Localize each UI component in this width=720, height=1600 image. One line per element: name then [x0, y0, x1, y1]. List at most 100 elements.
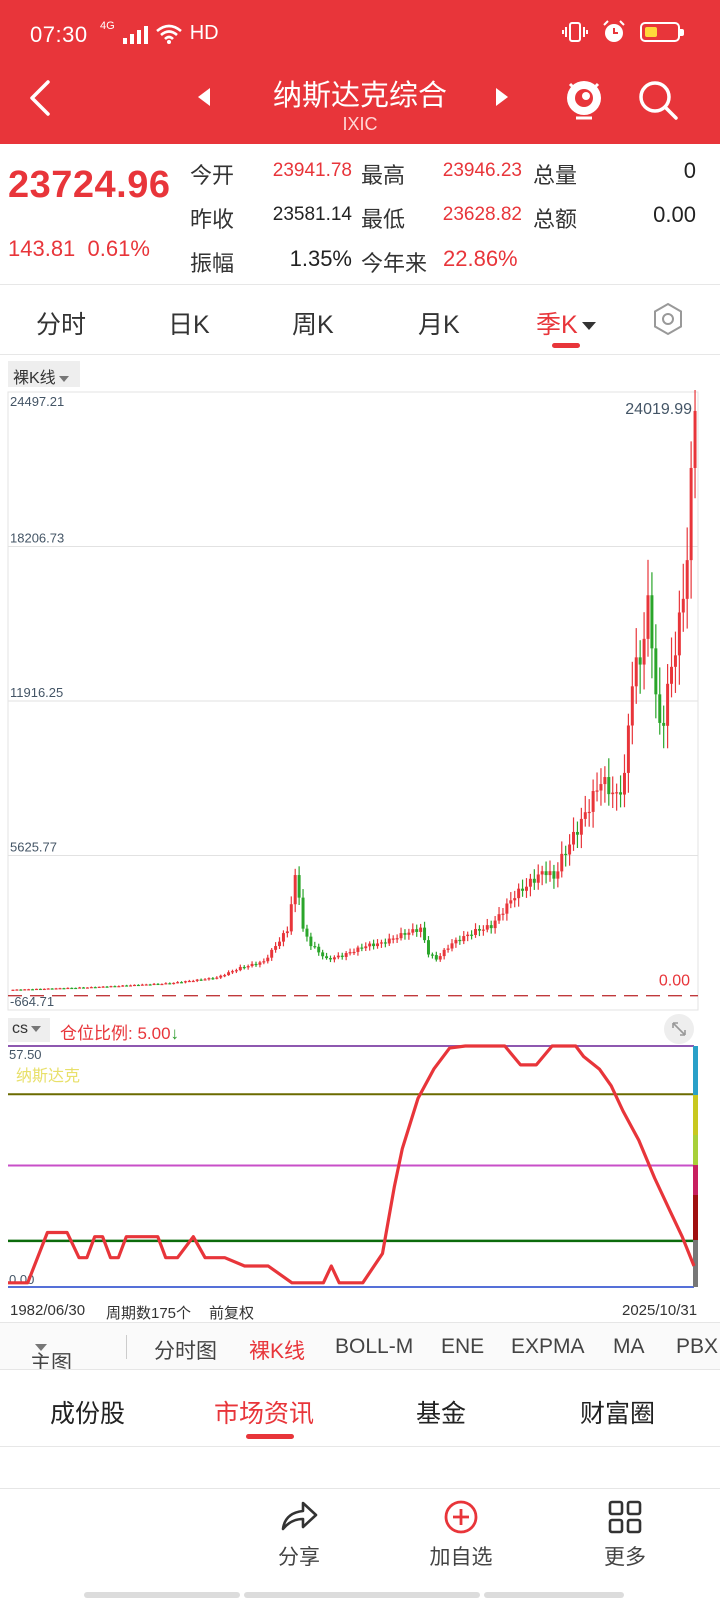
divider — [0, 284, 720, 285]
candle-body — [46, 988, 50, 990]
main-chart-selector[interactable]: 主图 — [30, 1335, 72, 1369]
candlestick — [579, 807, 583, 849]
assistant-robot-icon[interactable] — [562, 74, 606, 122]
overlay-series-label: 纳斯达克 — [16, 1068, 81, 1085]
candle-body — [379, 942, 383, 944]
tab-funds[interactable]: 基金 — [416, 1400, 467, 1428]
candlestick — [183, 980, 187, 984]
chart-grid — [7, 391, 699, 1011]
candlestick — [176, 981, 180, 984]
candlestick — [387, 933, 391, 946]
kline-type-dropdown[interactable]: 裸K线 — [8, 361, 80, 387]
tab-constituents[interactable]: 成份股 — [50, 1400, 126, 1428]
candle-body — [481, 929, 485, 931]
candlestick — [199, 978, 203, 981]
tab-wealth-circle[interactable]: 财富圈 — [580, 1400, 656, 1428]
position-ratio: 仓位比例: 5.00↓ — [60, 1019, 179, 1044]
indicator-ene[interactable]: ENE — [441, 1335, 485, 1358]
prev-close-label: 昨收 — [190, 207, 235, 232]
search-icon[interactable] — [636, 78, 680, 122]
candlestick — [325, 952, 329, 960]
candlestick — [89, 986, 93, 989]
more-button[interactable]: 更多 — [580, 1499, 670, 1571]
candle-body — [466, 934, 470, 937]
status-bar: 07:30 4G HD — [0, 0, 720, 64]
candle-body — [517, 888, 521, 899]
tab-market-news[interactable]: 市场资讯 — [214, 1400, 315, 1428]
candlestick — [293, 868, 297, 913]
candle-body — [164, 983, 168, 985]
candle-body — [501, 913, 505, 915]
candlestick-series — [11, 390, 697, 991]
settings-hexagon-icon[interactable] — [650, 301, 686, 337]
indicator-intraday[interactable]: 分时图 — [154, 1340, 217, 1363]
candlestick — [626, 713, 630, 793]
candlestick — [19, 989, 23, 991]
expand-icon[interactable] — [664, 1014, 694, 1044]
candle-body — [328, 958, 332, 960]
candle-body — [121, 985, 125, 987]
candlestick — [415, 924, 419, 937]
candle-body — [446, 948, 450, 950]
candlestick — [521, 879, 525, 897]
candle-body — [148, 984, 152, 986]
candlestick — [187, 979, 191, 983]
y-tick-label: 18206.73 — [10, 531, 64, 546]
start-date: 1982/06/30 — [10, 1302, 86, 1319]
candle-body — [434, 955, 438, 960]
candlestick — [560, 841, 564, 878]
candle-body — [376, 943, 380, 947]
candlestick — [15, 989, 19, 991]
tab-intraday[interactable]: 分时 — [36, 311, 87, 339]
tab-quarterly-k[interactable]: 季K — [536, 305, 596, 341]
candlestick — [250, 961, 254, 968]
add-circle-icon — [444, 1500, 478, 1534]
candlestick — [274, 942, 278, 953]
vibrate-icon — [562, 22, 588, 42]
candlestick — [117, 985, 121, 988]
candle-body — [352, 951, 356, 954]
share-button[interactable]: 分享 — [254, 1499, 344, 1571]
candle-body — [58, 988, 62, 990]
indicator-expma[interactable]: EXPMA — [511, 1335, 585, 1358]
candle-body — [681, 598, 685, 613]
indicator-pbx[interactable]: PBX — [676, 1335, 719, 1358]
candlestick — [379, 939, 383, 948]
candle-body — [215, 977, 219, 979]
candle-body — [626, 725, 630, 773]
add-watchlist-button[interactable]: 加自选 — [416, 1499, 506, 1571]
candlestick — [227, 970, 231, 976]
candle-body — [180, 982, 184, 984]
indicator-ma[interactable]: MA — [613, 1335, 645, 1358]
candlestick — [97, 986, 101, 989]
tab-daily-k[interactable]: 日K — [168, 311, 210, 339]
candle-body — [560, 853, 564, 872]
candlestick — [328, 955, 332, 963]
candlestick — [681, 563, 685, 632]
candlestick — [481, 925, 485, 936]
candle-body — [387, 938, 391, 944]
candlestick — [583, 795, 587, 827]
candlestick — [121, 984, 125, 987]
previous-index-arrow[interactable] — [198, 88, 210, 106]
back-arrow-icon[interactable] — [22, 78, 62, 118]
candle-body — [556, 871, 560, 879]
indicator-boll-m[interactable]: BOLL-M — [335, 1335, 414, 1358]
next-index-arrow[interactable] — [496, 88, 508, 106]
candle-body — [93, 987, 97, 989]
candle-body — [485, 925, 489, 930]
indicator-dropdown[interactable]: cs — [8, 1018, 50, 1042]
tab-weekly-k[interactable]: 周K — [292, 311, 334, 339]
indicator-naked-k[interactable]: 裸K线 — [249, 1340, 306, 1363]
candlestick — [301, 889, 305, 932]
chart-area[interactable]: 24497.21 18206.73 11916.25 5625.77 -664.71 0.… — [0, 390, 720, 1300]
candlestick — [438, 953, 442, 962]
candlestick — [615, 783, 619, 811]
candlestick — [105, 985, 109, 988]
candle-body — [383, 942, 387, 944]
wifi-icon — [155, 24, 182, 44]
turnover-label: 总额 — [533, 207, 578, 232]
indicator-color-strip — [693, 1165, 698, 1195]
tab-monthly-k[interactable]: 月K — [418, 311, 460, 339]
signal-icon: 4G HD — [100, 20, 219, 45]
